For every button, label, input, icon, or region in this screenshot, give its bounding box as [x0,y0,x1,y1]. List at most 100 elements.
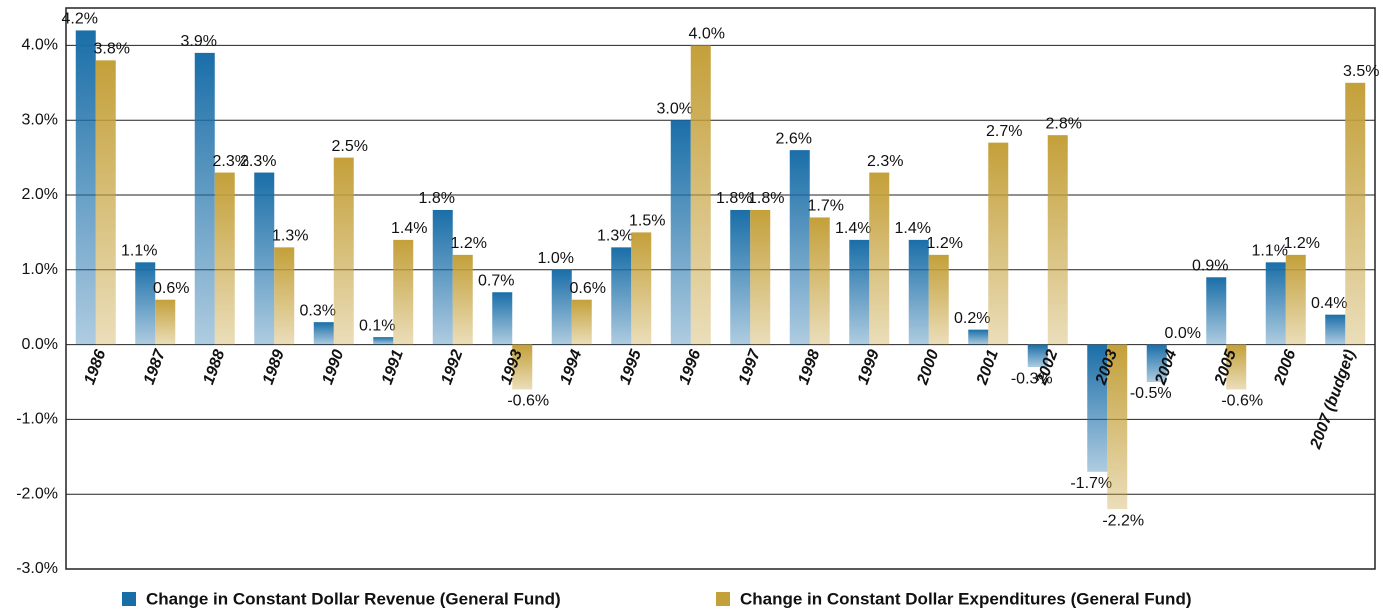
bar [750,209,771,345]
value-label: 1.5% [629,213,665,230]
bar [551,269,572,345]
bar [214,172,235,345]
value-label: 3.5% [1343,63,1379,80]
value-label: 2.6% [776,130,812,147]
x-tick-label: 1995 [617,347,646,387]
legend-label: Change in Constant Dollar Expenditures (… [740,589,1192,608]
value-label: 1.4% [835,220,871,237]
value-label: 0.4% [1311,295,1347,312]
value-label: 4.2% [62,11,98,28]
value-label: 1.7% [808,198,844,215]
x-tick-label: 1986 [81,348,109,387]
bar [809,217,830,345]
bar [690,45,711,345]
bar [730,209,751,345]
value-label: 4.0% [689,26,725,43]
bar [1206,277,1227,345]
plot-frame [65,7,1376,570]
value-label: 0.3% [300,302,336,319]
bar [988,142,1009,345]
value-label: 1.2% [451,235,487,252]
value-label: -1.7% [1070,475,1112,492]
bar [1047,135,1068,345]
value-label: 3.8% [94,41,130,58]
bar [968,329,989,345]
value-label: -0.6% [507,393,549,410]
y-tick-label: 4.0% [22,37,58,54]
x-tick-label: 2006 [1271,348,1300,388]
value-label: 2.8% [1046,115,1082,132]
bar [631,232,652,345]
value-label: 1.4% [391,220,427,237]
value-label: 2.3% [240,153,276,170]
bar [492,292,513,345]
bar [333,157,354,345]
bar [1226,344,1247,390]
bar [670,120,691,345]
bar [313,322,334,345]
value-label: 0.7% [478,272,514,289]
value-label: -0.5% [1130,385,1172,402]
value-label: 1.8% [419,190,455,207]
value-label: 1.3% [597,228,633,245]
y-tick-label: 0.0% [22,336,58,353]
value-label: 1.2% [1284,235,1320,252]
x-tick-label: 1996 [676,348,704,387]
value-label: 0.0% [1165,325,1201,342]
value-label: 1.8% [748,190,784,207]
bar [512,344,533,390]
value-label: 2.5% [332,138,368,155]
value-label: 3.0% [657,100,693,117]
value-label: 0.2% [954,310,990,327]
bar [75,30,96,345]
y-tick-label: 1.0% [22,261,58,278]
y-tick-label: 2.0% [22,186,58,203]
x-tick-label: 2007 (budget) [1307,348,1359,453]
value-label: 1.1% [121,243,157,260]
bar [1146,344,1167,382]
value-label: 0.9% [1192,257,1228,274]
bar [1107,344,1128,510]
bar [908,239,929,345]
value-label: -0.6% [1221,393,1263,410]
bar [393,239,414,345]
value-label: 2.3% [867,153,903,170]
value-label: 0.6% [153,280,189,297]
legend-label: Change in Constant Dollar Revenue (Gener… [146,589,561,608]
value-label: 3.9% [181,33,217,50]
bar [194,52,215,345]
bar [869,172,890,345]
x-tick-label: 1998 [795,348,823,387]
x-tick-label: 1992 [438,348,466,387]
bar [274,247,295,345]
bar [155,299,176,345]
y-tick-label: -2.0% [16,485,58,502]
value-label: 2.7% [986,123,1022,140]
bar [1265,262,1286,345]
bar [849,239,870,345]
legend-swatch [122,592,136,606]
bar [789,150,810,345]
bar [254,172,275,345]
bar [1285,254,1306,345]
bar [1027,344,1048,368]
value-label: 1.2% [927,235,963,252]
bar [571,299,592,345]
x-tick-label: 1991 [379,348,407,387]
value-label: 1.3% [272,228,308,245]
bar [452,254,473,345]
x-tick-label: 1999 [855,348,883,387]
y-tick-label: 3.0% [22,111,58,128]
value-label: 1.8% [716,190,752,207]
x-tick-label: 2001 [973,348,1002,388]
x-tick-label: 1990 [319,348,347,387]
bar [95,60,116,345]
bar [373,337,394,345]
x-tick-label: 1988 [200,348,228,387]
x-tick-label: 2000 [914,348,943,388]
y-tick-label: -1.0% [16,411,58,428]
bar [1087,344,1108,472]
x-tick-label: 1997 [736,347,765,387]
value-label: 1.1% [1252,243,1288,260]
